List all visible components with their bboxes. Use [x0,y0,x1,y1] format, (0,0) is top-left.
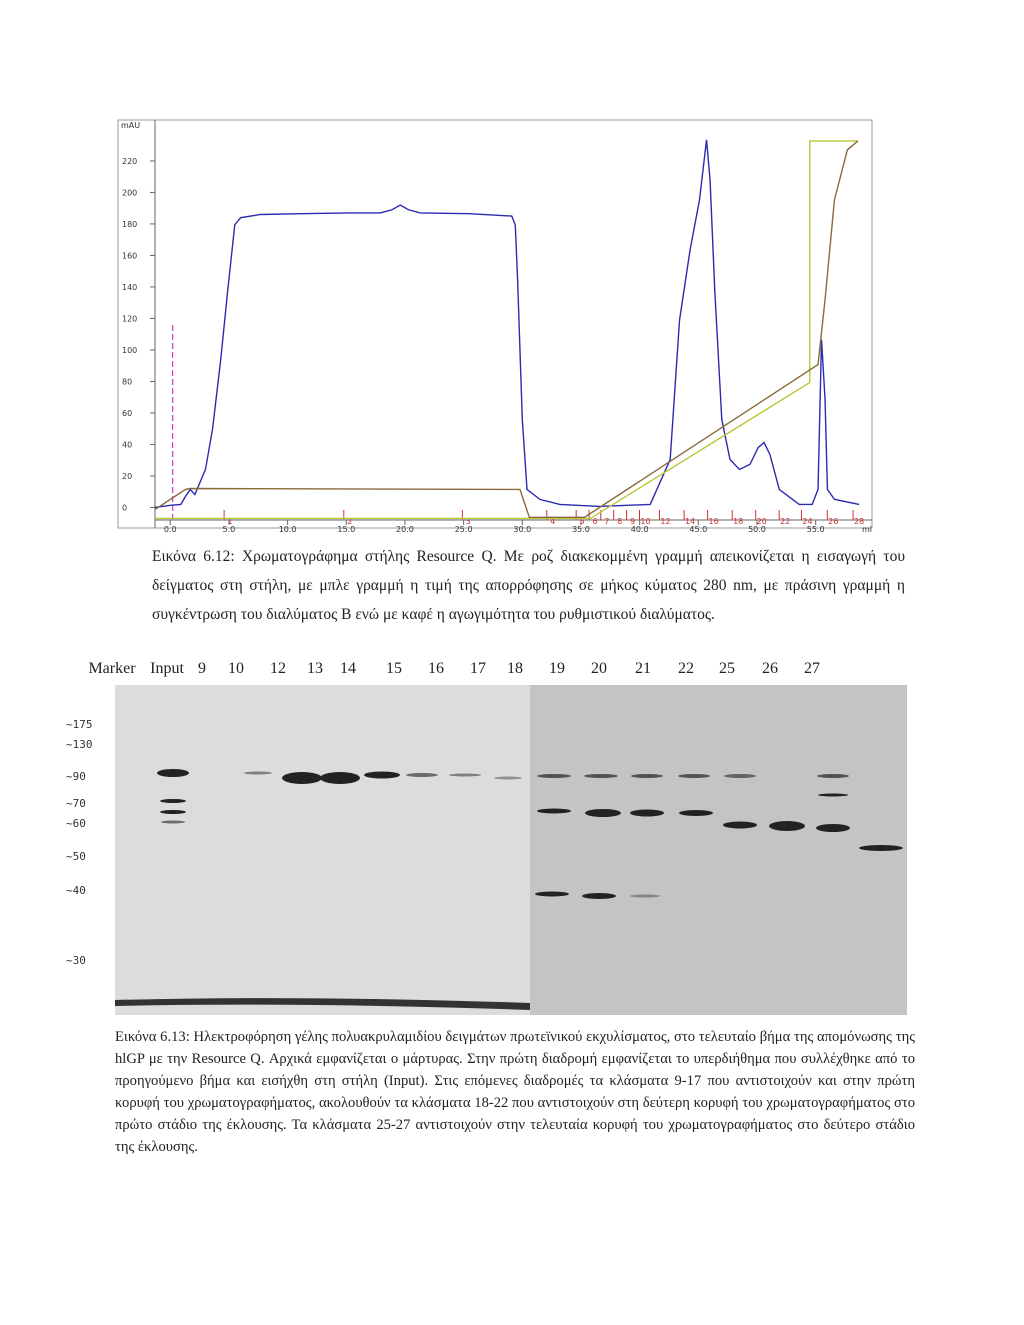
fraction-label: 18 [733,517,743,526]
lane-label: 25 [719,660,735,677]
x-tick-label: 35.0 [572,525,590,534]
x-tick-label: 25.0 [455,525,473,534]
mw-label: ~90 [66,770,86,783]
gel [115,685,907,1015]
fraction-label: 9 [630,517,635,526]
fraction-label: 3 [466,517,471,526]
fraction-label: 24 [802,517,812,526]
fraction-label: 22 [780,517,790,526]
x-tick-label: 5.0 [223,525,236,534]
lane-label: 13 [307,660,323,677]
fraction-label: 26 [828,517,838,526]
y-axis-label: mAU [121,121,140,130]
fraction-label: 5 [580,517,585,526]
mw-label: ~70 [66,797,86,810]
fraction-label: 2 [347,517,352,526]
y-tick-label: 0 [122,503,127,512]
lane-label: 16 [428,660,444,677]
lane-label: 20 [591,660,607,677]
y-tick-label: 100 [122,346,137,355]
bands [157,769,903,899]
fraction-label: 14 [685,517,695,526]
x-tick-label: 15.0 [337,525,355,534]
gel-right [530,685,907,1015]
fraction-label: 1 [228,517,233,526]
fraction-label: 28 [854,517,864,526]
fraction-label: 16 [708,517,718,526]
x-tick-label: 0.0 [164,525,177,534]
y-tick-label: 20 [122,472,132,481]
lane-label: 18 [507,660,523,677]
mw-label: ~40 [66,884,86,897]
y-tick-label: 140 [122,283,137,292]
figure-caption: Εικόνα 6.13: Ηλεκτροφόρηση γέλης πολυακρ… [115,1029,915,1155]
mw-label: ~50 [66,850,86,863]
y-tick-label: 180 [122,220,137,229]
x-tick-label: 45.0 [689,525,707,534]
fraction-label: 4 [550,517,555,526]
lane-label: 15 [386,660,402,677]
y-tick-label: 220 [122,157,137,166]
lane-label: 26 [762,660,778,677]
y-tick-label: 80 [122,377,132,386]
mw-label: ~60 [66,817,86,830]
fraction-label: 12 [660,517,670,526]
x-tick-label: 30.0 [513,525,531,534]
fraction-label: 8 [617,517,622,526]
series-line [155,140,858,520]
lane-label: 21 [635,660,651,677]
series-line [154,139,860,509]
y-tick-label: 40 [122,440,132,449]
lane-label: 9 [198,660,206,677]
lane-label: Input [150,660,184,677]
lane-label: 14 [340,660,356,677]
fraction-label: 6 [593,517,598,526]
y-tick-label: 120 [122,314,137,323]
lane-label: Marker [88,660,136,677]
gel-left [115,685,530,1015]
x-tick-label: 10.0 [279,525,297,534]
mw-label: ~30 [66,954,86,967]
fraction-label: 20 [757,517,767,526]
fraction-label: 7 [604,517,609,526]
fraction-label: 10 [640,517,650,526]
x-axis-label: ml [862,525,872,534]
mw-label: ~175 [66,718,93,731]
lane-label: 27 [804,660,820,677]
y-tick-label: 160 [122,251,137,260]
lane-label: 10 [228,660,244,677]
x-tick-label: 20.0 [396,525,414,534]
mw-label: ~130 [66,738,93,751]
chart-frame [117,119,873,529]
x-tick-label: 55.0 [807,525,825,534]
lane-label: 19 [549,660,565,677]
figure-caption: Εικόνα 6.12: Χρωματογράφημα στήλης Resou… [152,548,905,623]
lane-label: 12 [270,660,286,677]
dye-front [115,998,530,1010]
x-tick-label: 50.0 [748,525,766,534]
x-tick-label: 40.0 [631,525,649,534]
y-tick-label: 60 [122,409,132,418]
series-line [154,140,859,519]
lane-label: 17 [470,660,486,677]
y-tick-label: 200 [122,188,137,197]
lane-label: 22 [678,660,694,677]
